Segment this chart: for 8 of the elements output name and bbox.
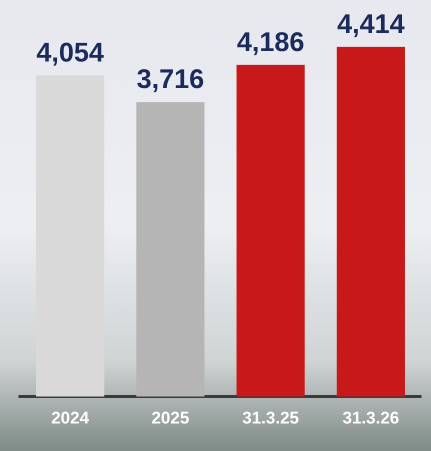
x-tick-label: 2024 <box>51 408 90 428</box>
data-label: 4,186 <box>236 26 304 57</box>
x-tick-label: 2025 <box>151 408 190 428</box>
data-label: 4,054 <box>36 37 104 68</box>
x-tick-label: 31.3.26 <box>342 408 400 428</box>
data-label: 3,716 <box>136 64 204 94</box>
x-tick-label: 31.3.25 <box>242 408 299 428</box>
data-label: 4,414 <box>337 8 405 39</box>
